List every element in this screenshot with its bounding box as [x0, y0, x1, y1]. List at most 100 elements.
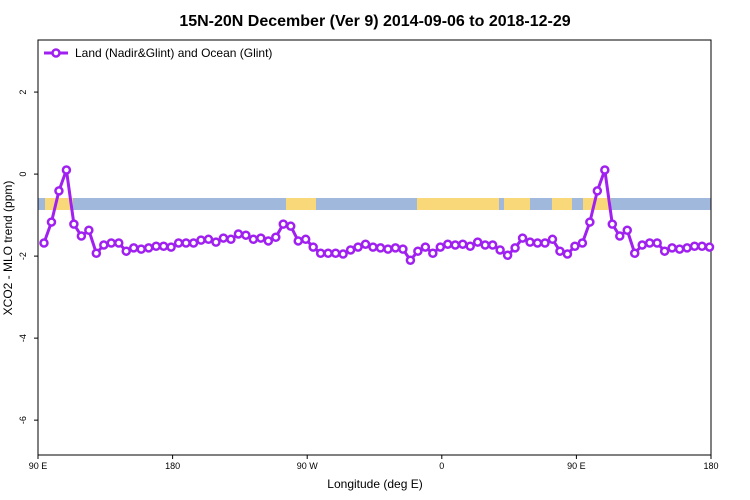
chart-title: 15N-20N December (Ver 9) 2014-09-06 to 2… — [179, 13, 570, 30]
point — [555, 246, 565, 256]
point — [390, 243, 401, 253]
point — [39, 238, 49, 248]
point — [188, 238, 199, 248]
point — [136, 244, 146, 254]
point — [360, 239, 371, 249]
point — [517, 233, 528, 243]
point — [383, 244, 393, 254]
legend-marker — [51, 48, 61, 58]
point — [592, 186, 603, 196]
point — [585, 217, 595, 227]
y-tick-label: 0 — [18, 172, 28, 177]
point — [562, 249, 573, 259]
point — [353, 242, 363, 252]
point — [443, 239, 453, 249]
x-axis-label: Longitude (deg E) — [327, 477, 422, 491]
point — [667, 243, 677, 253]
point — [600, 165, 610, 175]
point — [263, 236, 274, 246]
point — [84, 225, 94, 236]
x-tick-label: 180 — [165, 461, 180, 471]
point — [405, 255, 416, 265]
y-tick-label: 2 — [18, 90, 28, 95]
point — [525, 237, 535, 247]
point — [345, 245, 356, 255]
y-tick-label: -6 — [18, 416, 28, 424]
point — [420, 242, 431, 252]
point — [173, 238, 184, 248]
point — [368, 242, 378, 252]
x-tick-label: 90 W — [297, 461, 319, 471]
land-patch — [504, 198, 530, 210]
y-tick-label: -2 — [18, 252, 28, 260]
point — [652, 238, 662, 248]
x-tick-label: 90 E — [29, 461, 48, 471]
point — [293, 236, 303, 246]
point — [218, 233, 229, 243]
point — [413, 246, 423, 256]
point — [644, 238, 655, 248]
point — [196, 235, 206, 245]
point — [682, 243, 692, 253]
point — [450, 240, 461, 250]
point — [158, 241, 169, 252]
point — [91, 248, 102, 258]
point — [285, 221, 296, 231]
point — [622, 225, 632, 236]
point — [472, 237, 483, 247]
point — [487, 240, 498, 250]
point — [128, 243, 139, 253]
point — [659, 246, 670, 256]
point — [428, 248, 438, 258]
point — [308, 242, 318, 252]
point — [106, 238, 117, 248]
point — [435, 242, 446, 252]
point — [330, 248, 341, 258]
point — [248, 234, 259, 245]
legend-label: Land (Nadir&Glint) and Ocean (Glint) — [75, 46, 272, 60]
point — [457, 239, 468, 249]
point — [226, 234, 236, 245]
point — [615, 231, 625, 241]
point — [278, 219, 289, 229]
point — [76, 231, 87, 241]
point — [689, 241, 700, 252]
point — [54, 186, 64, 196]
point — [465, 241, 475, 252]
point — [495, 245, 505, 255]
land-patch — [45, 198, 73, 210]
ocean-strip — [38, 198, 711, 210]
point — [241, 230, 251, 240]
point — [547, 234, 558, 245]
x-tick-label: 90 E — [567, 461, 586, 471]
land-patch — [417, 198, 499, 210]
y-tick-label: -4 — [18, 334, 28, 342]
point — [637, 240, 647, 250]
point — [398, 244, 408, 254]
land-patch — [583, 198, 611, 210]
point — [61, 165, 72, 175]
point — [480, 240, 490, 250]
point — [540, 238, 550, 248]
x-tick-label: 0 — [439, 461, 444, 471]
point — [151, 241, 161, 252]
point — [577, 238, 588, 248]
point — [114, 238, 124, 248]
point — [256, 233, 266, 243]
x-tick-label: 180 — [703, 461, 718, 471]
point — [233, 229, 244, 239]
point — [510, 243, 520, 253]
point — [300, 234, 311, 245]
point — [211, 237, 221, 247]
point — [570, 241, 580, 252]
point — [502, 250, 513, 261]
point — [99, 240, 109, 250]
point — [121, 246, 131, 256]
point — [697, 241, 707, 252]
point — [181, 238, 191, 248]
point — [674, 244, 685, 254]
point — [375, 243, 386, 253]
point — [338, 249, 348, 259]
point — [46, 217, 57, 227]
point — [166, 242, 176, 252]
